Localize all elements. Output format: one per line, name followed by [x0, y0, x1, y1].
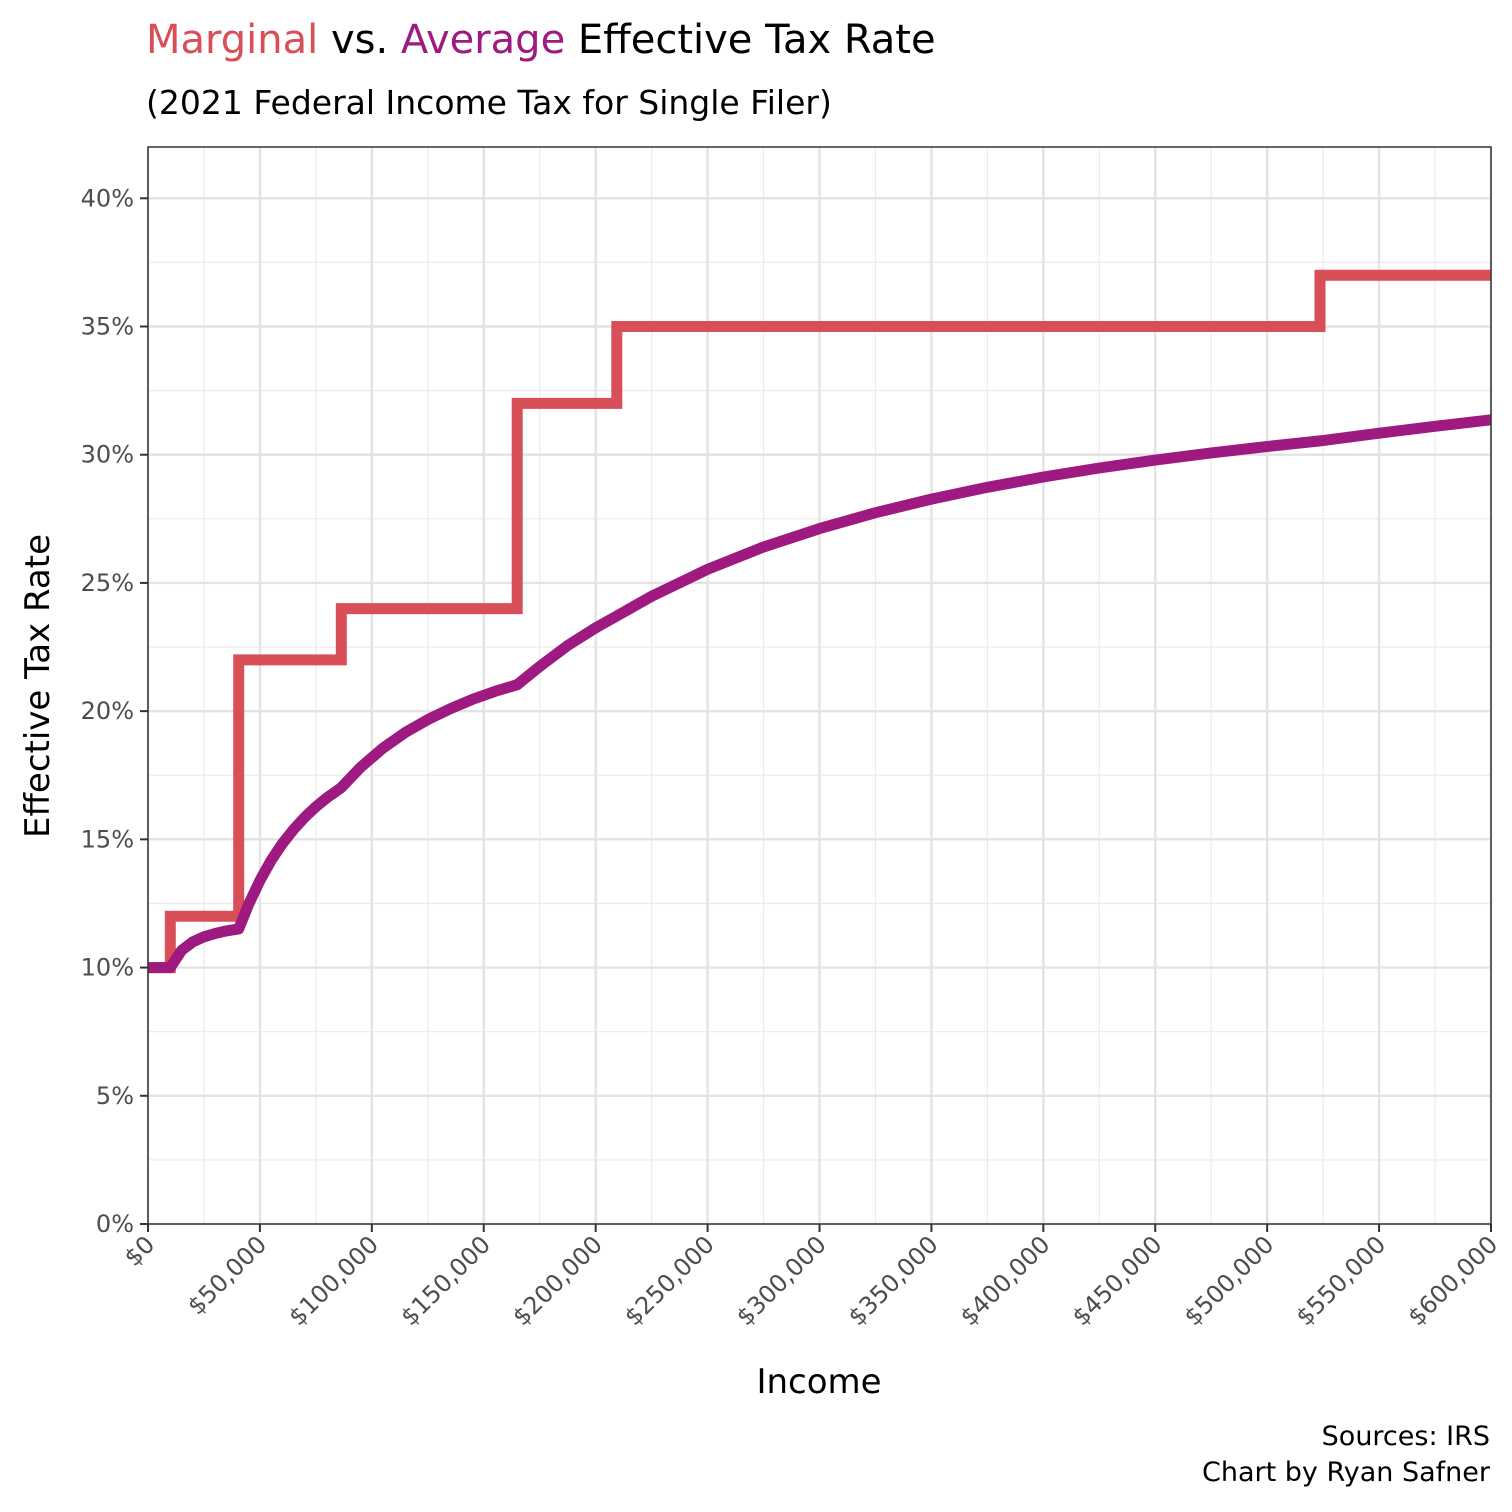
y-axis-title: Effective Tax Rate	[18, 534, 58, 838]
x-tick-label: $600,000	[1402, 1230, 1503, 1331]
marginal-rate-line	[148, 269, 1491, 974]
y-tick-label: 15%	[81, 825, 134, 853]
x-tick-label: $50,000	[182, 1230, 272, 1320]
y-tick-label: 25%	[81, 569, 134, 597]
y-tick-label: 40%	[81, 184, 134, 212]
title-average: Average	[400, 17, 566, 63]
y-tick-label: 30%	[81, 441, 134, 469]
caption-author: Chart by Ryan Safner	[1202, 1457, 1490, 1488]
x-tick-label: $550,000	[1291, 1230, 1392, 1331]
x-axis-title: Income	[756, 1362, 881, 1402]
title-rest: Effective Tax Rate	[577, 17, 936, 63]
y-tick-label: 5%	[96, 1082, 134, 1110]
x-tick-label: $200,000	[507, 1230, 608, 1331]
series-lines	[148, 269, 1492, 974]
title-vs: vs.	[330, 17, 389, 63]
y-tick-label: 10%	[81, 954, 134, 982]
title-marginal: Marginal	[146, 17, 319, 63]
y-tick-label: 0%	[96, 1210, 134, 1238]
chart-title: Marginal vs. Average Effective Tax Rate	[146, 14, 936, 66]
x-tick-label: $450,000	[1067, 1230, 1168, 1331]
chart-subtitle: (2021 Federal Income Tax for Single File…	[146, 83, 832, 122]
x-tick-label: $350,000	[843, 1230, 944, 1331]
x-tick-label: $250,000	[619, 1230, 720, 1331]
x-tick-label: $300,000	[731, 1230, 832, 1331]
caption-sources: Sources: IRS	[1321, 1421, 1490, 1452]
x-tick-label: $400,000	[955, 1230, 1056, 1331]
average-rate-line	[148, 414, 1492, 974]
y-tick-label: 20%	[81, 697, 134, 725]
x-tick-label: $100,000	[283, 1230, 384, 1331]
x-tick-label: $150,000	[395, 1230, 496, 1331]
y-tick-label: 35%	[81, 313, 134, 341]
x-tick-label: $500,000	[1179, 1230, 1280, 1331]
